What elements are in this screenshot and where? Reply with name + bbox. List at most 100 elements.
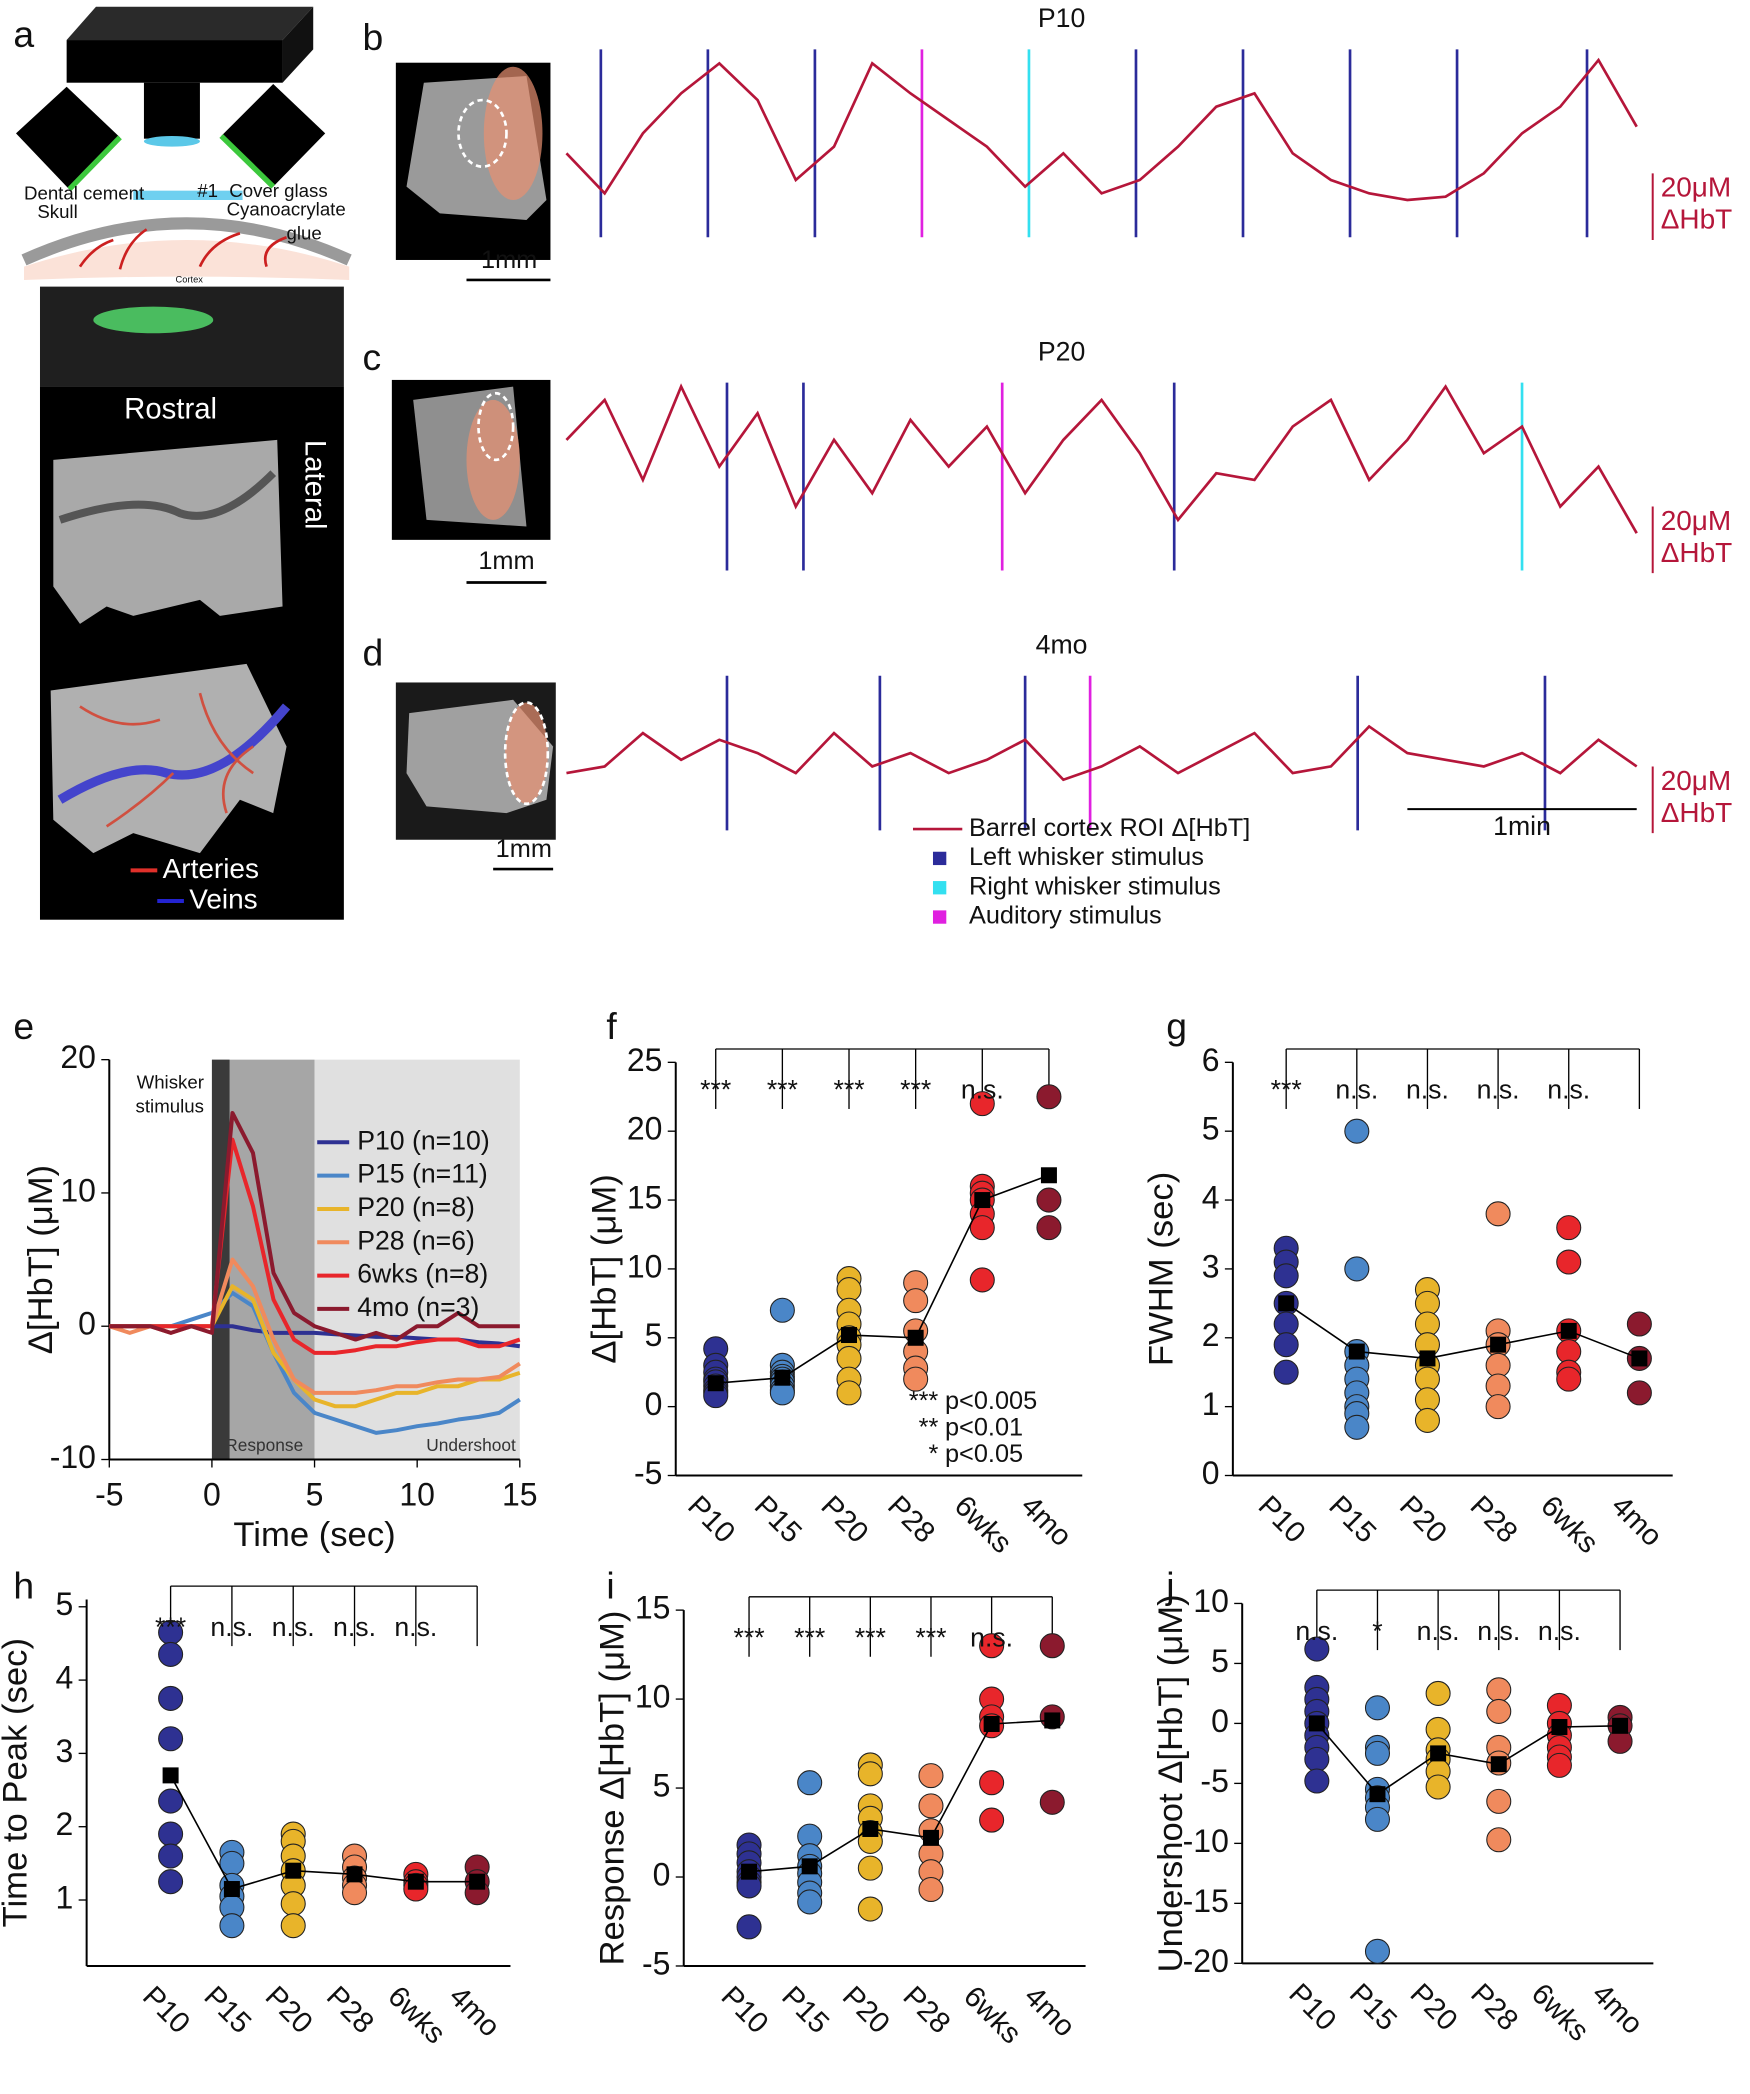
data-point <box>1546 1752 1572 1778</box>
vein-shadow <box>58 470 277 524</box>
significance: *** <box>767 1075 798 1105</box>
y-axis-label: Response Δ[HbT] (μM) <box>594 1611 632 1966</box>
data-point <box>1364 1938 1391 1964</box>
mean-marker <box>1490 1336 1507 1353</box>
mean-marker <box>162 1767 179 1784</box>
data-point <box>1485 1201 1511 1227</box>
box-top <box>66 6 314 41</box>
significance: n.s. <box>1406 1075 1449 1105</box>
led-left-glow <box>67 135 122 192</box>
y-tick-label: 0 <box>1211 1703 1229 1739</box>
y-tick-label: 10 <box>1193 1583 1229 1619</box>
significance: * <box>1372 1616 1382 1646</box>
data-point <box>857 1896 883 1922</box>
image-d-roi <box>503 701 550 806</box>
y-tick-label: 0 <box>78 1306 96 1342</box>
panel-label: g <box>1166 1005 1187 1047</box>
panel-label: c <box>363 336 382 378</box>
panel-label: d <box>363 632 384 674</box>
y-tick-label: 3 <box>1202 1248 1220 1284</box>
image-b-barrel <box>483 66 543 200</box>
y-tick-label: 6 <box>1202 1042 1220 1078</box>
mean-marker <box>1490 1756 1507 1773</box>
significance: n.s. <box>333 1612 376 1642</box>
key-stars: *** <box>909 1387 939 1415</box>
legend-label: Barrel cortex ROI Δ[HbT] <box>969 814 1250 842</box>
significance: *** <box>155 1612 186 1642</box>
significance: n.s. <box>1477 1075 1520 1105</box>
x-tick-label: 5 <box>306 1476 324 1512</box>
legend-label: P15 (n=11) <box>357 1159 488 1189</box>
time-bar-label: 1min <box>1493 811 1551 841</box>
data-point <box>158 1821 184 1847</box>
y-tick-label: 2 <box>56 1806 74 1842</box>
series-line <box>109 1290 521 1435</box>
mean-marker <box>922 1829 939 1846</box>
mean-marker <box>1551 1719 1568 1736</box>
trace-title: 4mo <box>1036 630 1088 660</box>
data-point <box>1626 1380 1652 1406</box>
data-point <box>1039 1789 1065 1815</box>
schematic-label: Cortex <box>176 274 204 284</box>
data-point <box>280 1913 306 1939</box>
significance: *** <box>733 1622 764 1652</box>
y-axis-label: FWHM (sec) <box>1143 1172 1181 1366</box>
mean-marker <box>862 1820 879 1837</box>
scale-bar-label: 20μM <box>1661 765 1732 796</box>
significance: *** <box>900 1075 931 1105</box>
mean-line <box>1316 1722 1621 1796</box>
data-point <box>1556 1249 1582 1275</box>
data-point <box>903 1288 929 1314</box>
mean-marker <box>707 1375 724 1392</box>
y-tick-label: 5 <box>1211 1643 1229 1679</box>
data-point <box>1036 1215 1062 1241</box>
schematic-label: Cyanoacrylate <box>227 199 346 220</box>
y-tick-label: 4 <box>56 1660 74 1696</box>
data-point <box>1364 1695 1391 1721</box>
panel-label: b <box>363 16 384 58</box>
data-point <box>969 1267 995 1293</box>
data-point <box>1485 1394 1511 1420</box>
data-point <box>1273 1359 1299 1385</box>
x-axis-label: Time (sec) <box>233 1516 395 1554</box>
panel-label: f <box>606 1005 617 1047</box>
data-point <box>1364 1740 1391 1766</box>
data-point <box>1344 1414 1370 1440</box>
schematic-label: Lateral <box>298 440 331 530</box>
mean-line <box>715 1174 1050 1385</box>
data-point <box>979 1807 1005 1833</box>
y-tick-label: -5 <box>642 1945 670 1981</box>
schematic-label: Rostral <box>124 392 217 425</box>
y-tick-label: 20 <box>627 1111 663 1147</box>
data-point <box>918 1763 944 1789</box>
legend-label: 6wks (n=8) <box>357 1259 488 1289</box>
y-axis-label: Δ[HbT] (μM) <box>586 1174 624 1363</box>
vessel-map <box>50 663 287 854</box>
significance: n.s. <box>970 1622 1013 1652</box>
mean-marker <box>801 1858 818 1875</box>
data-point <box>1556 1215 1582 1241</box>
data-point <box>1486 1788 1512 1814</box>
data-point <box>1304 1768 1330 1794</box>
region-label: Response <box>225 1435 303 1455</box>
mean-marker <box>741 1863 758 1880</box>
mean-marker <box>774 1369 791 1386</box>
legend-label: Arteries <box>163 853 259 884</box>
cortex-image <box>53 439 283 624</box>
panel-label: a <box>13 13 34 55</box>
mean-marker <box>1612 1717 1629 1734</box>
data-point <box>158 1641 184 1667</box>
y-tick-label: 5 <box>56 1586 74 1622</box>
rig-schematic <box>15 6 352 920</box>
key-label: p<0.01 <box>945 1414 1023 1442</box>
significance: n.s. <box>1295 1616 1338 1646</box>
mean-marker <box>1308 1715 1325 1732</box>
data-point <box>1425 1774 1451 1800</box>
significance: n.s. <box>961 1075 1004 1105</box>
data-point <box>158 1788 184 1814</box>
y-tick-label: -15 <box>1183 1883 1229 1919</box>
image-d-barrel <box>505 702 548 804</box>
legend-label: P28 (n=6) <box>357 1225 475 1255</box>
legend-swatch <box>932 881 947 895</box>
data-point <box>1304 1746 1330 1772</box>
